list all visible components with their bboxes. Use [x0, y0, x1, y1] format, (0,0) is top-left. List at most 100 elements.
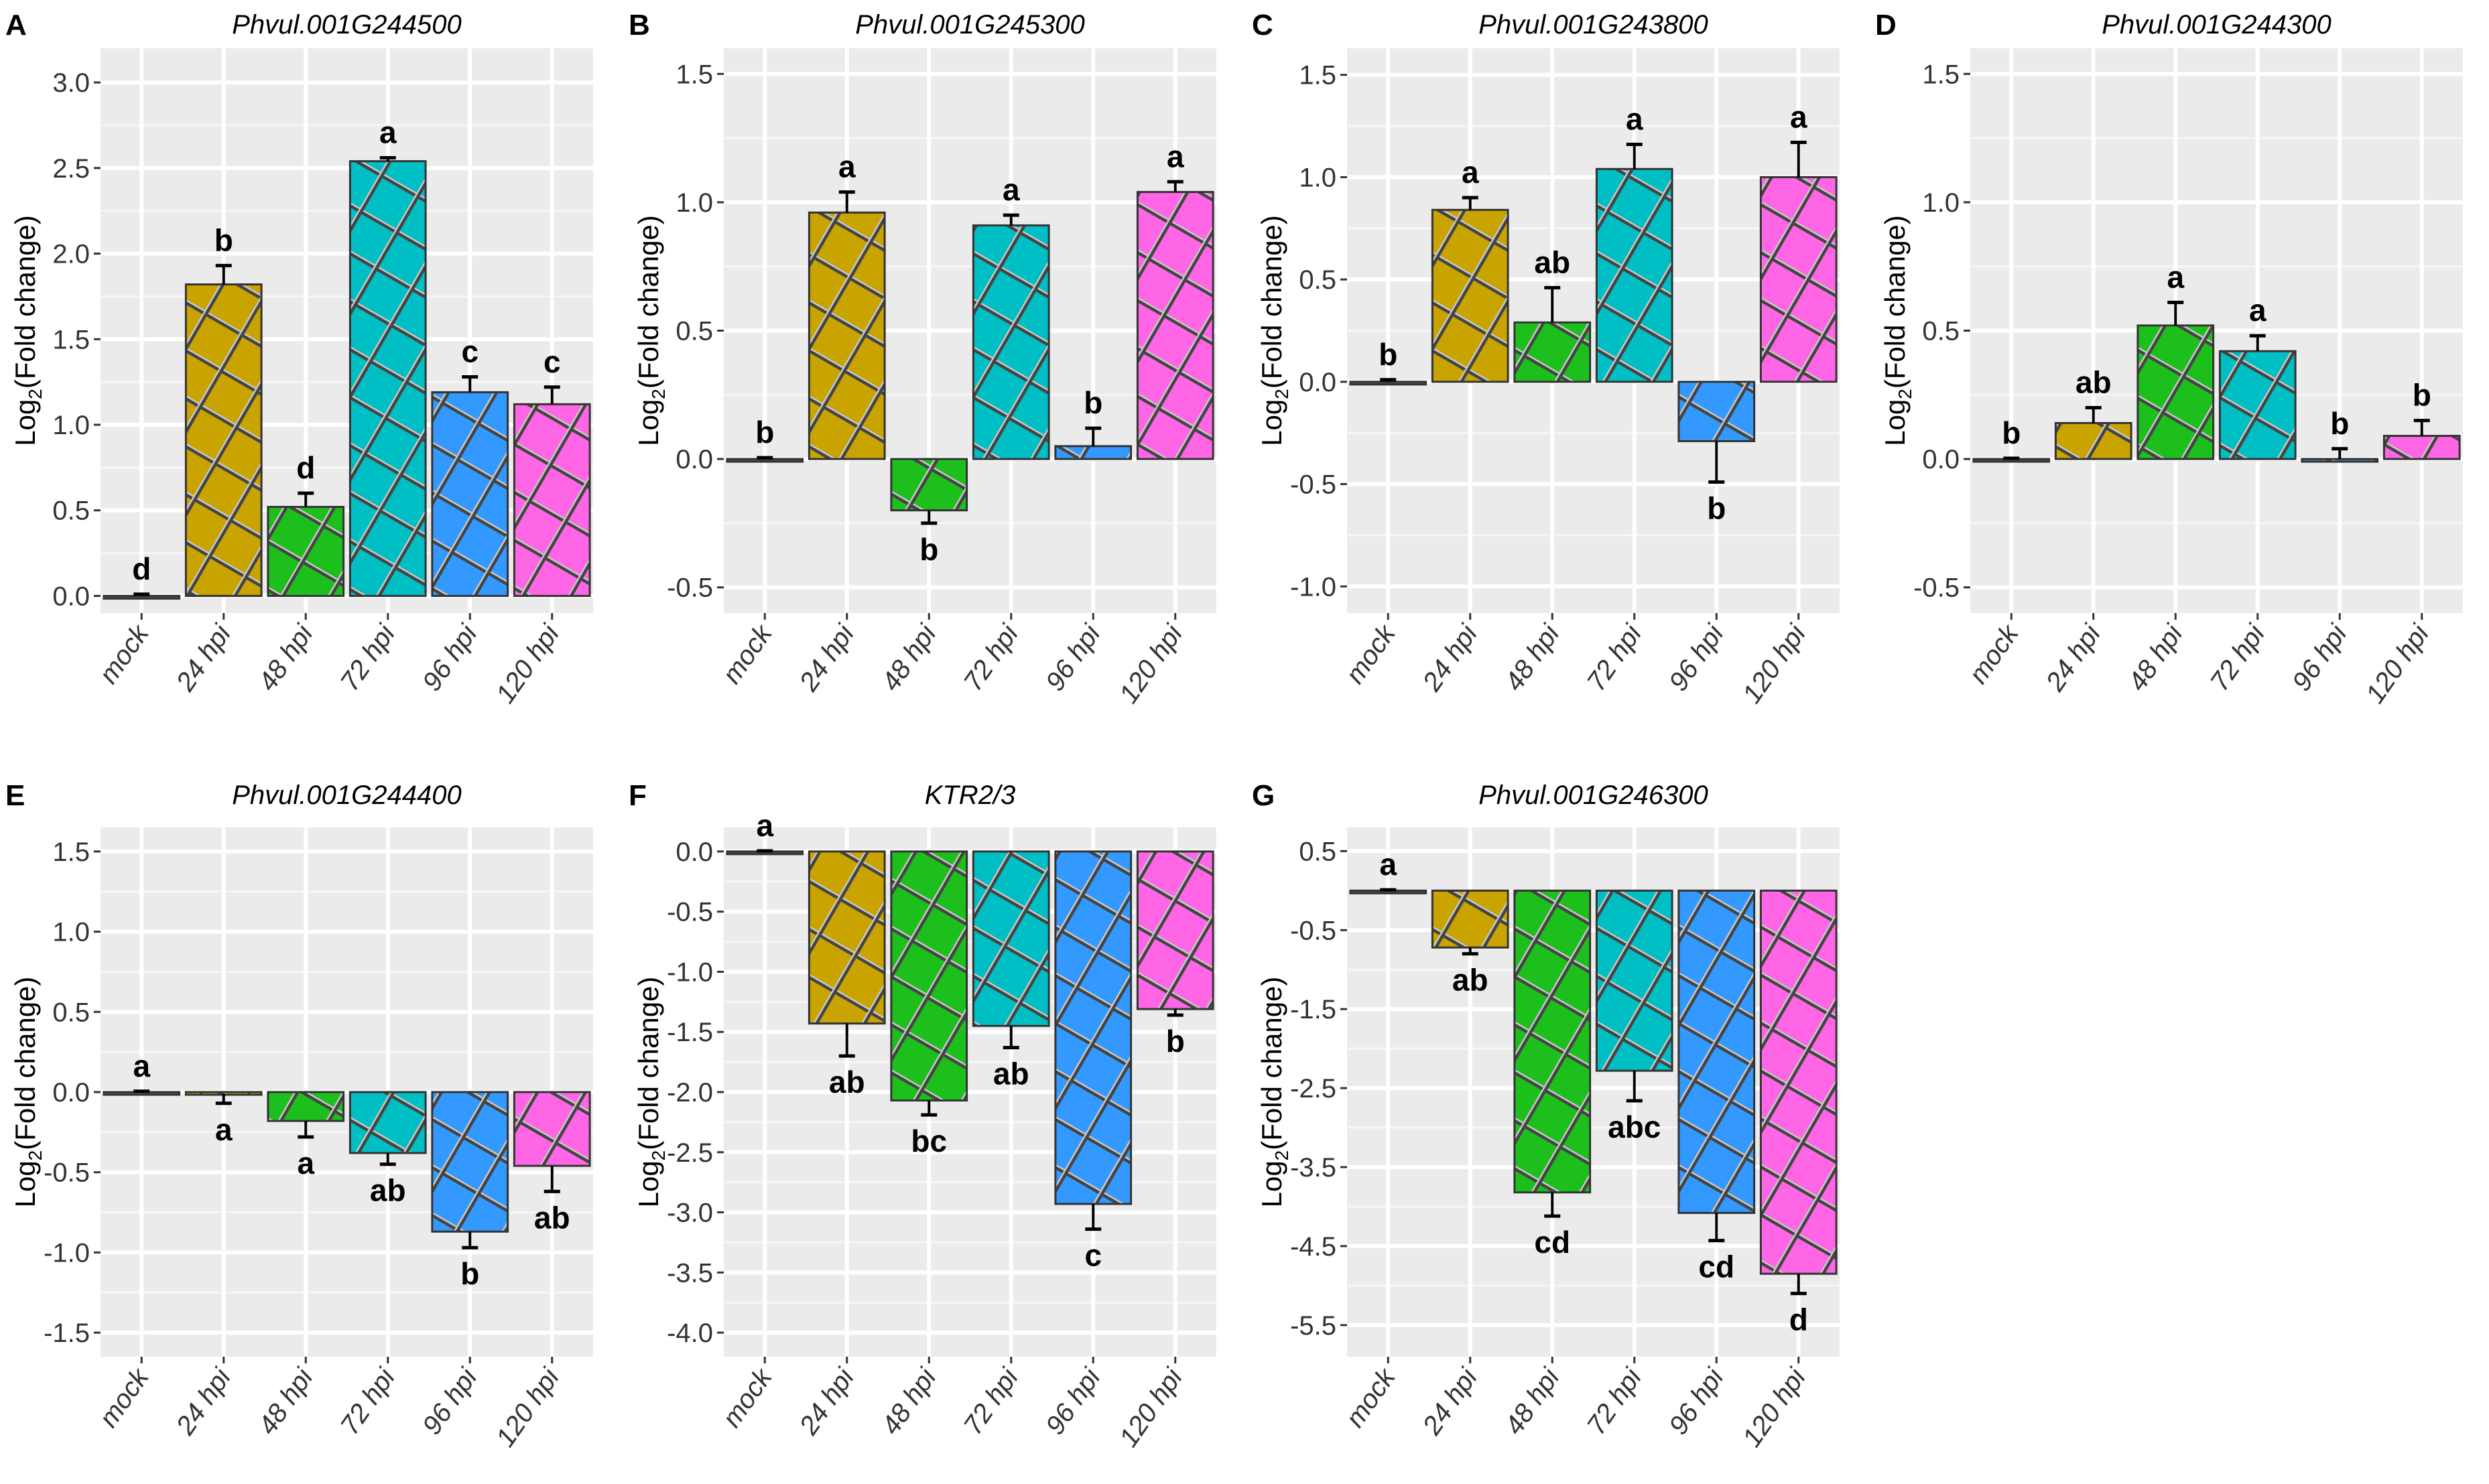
significance-letter: cd — [1534, 1225, 1570, 1260]
bar-mock — [103, 594, 181, 600]
x-tick-label: 120 hpi — [1114, 619, 1189, 709]
bar-72-hpi — [348, 1091, 427, 1154]
x-tick-label: 72 hpi — [958, 1363, 1025, 1440]
chart-title: KTR2/3 — [925, 781, 1016, 810]
significance-letter: ab — [2076, 364, 2112, 399]
x-tick-label: 96 hpi — [1663, 619, 1730, 696]
bar-48-hpi — [890, 850, 968, 1102]
panel-c: C Phvul.001G243800 -1.0 -0.5 0.0 0.5 1.0 1.5 Log… — [1247, 0, 1856, 710]
y-axis-label: Log2(Fold change) — [9, 215, 46, 446]
bar-72-hpi — [1595, 889, 1673, 1072]
significance-letter: d — [132, 551, 151, 586]
bar-48-hpi — [267, 506, 345, 597]
y-tick-label: -1.0 — [1290, 572, 1336, 602]
significance-letter: b — [2330, 406, 2349, 441]
y-tick-label: 0.5 — [1922, 317, 1960, 346]
y-tick-label: -0.5 — [1290, 916, 1336, 945]
x-tick-label: mock — [1340, 1362, 1402, 1432]
y-tick-label: 0.5 — [676, 317, 713, 346]
bar-96-hpi — [431, 1091, 509, 1233]
panel-g: G Phvul.001G246300 -5.5 -4.5 -3.5 -2.5 -1.5 -0.… — [1247, 770, 1856, 1481]
significance-letter: b — [1379, 337, 1397, 372]
y-tick-label: 1.5 — [52, 837, 90, 867]
significance-letter: ab — [1534, 245, 1570, 279]
x-tick-label: 96 hpi — [1663, 1363, 1730, 1440]
bar-24-hpi — [808, 850, 886, 1025]
significance-letter: a — [133, 1049, 150, 1083]
chart-title: Phvul.001G244300 — [2102, 10, 2332, 40]
panel-b: B Phvul.001G245300 -0.5 0.0 0.5 1.0 1.5 Log2(Fo… — [623, 0, 1233, 710]
y-axis-label: Log2(Fold change) — [1256, 215, 1292, 446]
significance-letter: a — [1790, 100, 1807, 135]
x-tick-label: 72 hpi — [335, 619, 401, 696]
plot-background — [1347, 827, 1840, 1357]
panel-e: E Phvul.001G244400 -1.5 -1.0 -0.5 0.0 0.5 1.0 1.… — [0, 770, 610, 1481]
x-tick-label: 72 hpi — [335, 1363, 401, 1440]
panel-label: C — [1252, 9, 1273, 42]
bar-96-hpi — [1677, 889, 1756, 1214]
x-tick-label: mock — [94, 1362, 155, 1432]
x-tick-label: 24 hpi — [793, 1363, 860, 1440]
y-tick-label: -3.0 — [667, 1199, 713, 1228]
significance-letter: b — [460, 1256, 479, 1291]
significance-letter: a — [297, 1146, 314, 1181]
significance-letter: a — [756, 808, 773, 843]
x-tick-label: mock — [717, 618, 779, 689]
chart-title: Phvul.001G246300 — [1478, 781, 1708, 810]
y-tick-label: 0.5 — [1299, 265, 1336, 295]
bar-96-hpi — [1054, 445, 1133, 460]
y-tick-label: 0.5 — [52, 496, 90, 526]
significance-letter: b — [1707, 491, 1726, 526]
y-tick-label: 0.0 — [676, 445, 713, 474]
y-tick-label: -1.5 — [1290, 995, 1336, 1024]
y-tick-label: -2.5 — [667, 1138, 713, 1168]
y-tick-label: -1.0 — [44, 1238, 90, 1268]
y-tick-label: -3.5 — [667, 1258, 713, 1288]
y-tick-label: 1.5 — [676, 60, 713, 89]
bar-96-hpi — [1054, 850, 1133, 1205]
panel-label: F — [629, 779, 647, 812]
panel-a: A Phvul.001G244500 0.0 0.5 1.0 1.5 2.0 2.5 3.0 Lo… — [0, 0, 610, 710]
x-tick-label: 120 hpi — [1114, 1363, 1189, 1453]
y-axis-label: Log2(Fold change) — [9, 977, 46, 1208]
panel-label: A — [5, 9, 27, 42]
chart-e: E Phvul.001G244400 -1.5 -1.0 -0.5 0.0 0.5 1.0 1.… — [5, 779, 593, 1453]
x-tick-label: 48 hpi — [876, 619, 942, 696]
bar-72-hpi — [972, 224, 1050, 460]
y-tick-label: 0.5 — [52, 998, 90, 1027]
bar-48-hpi — [267, 1091, 345, 1122]
y-tick-label: 0.0 — [1922, 445, 1960, 474]
y-tick-label: 0.0 — [1299, 368, 1336, 397]
chart-d: D Phvul.001G244300 -0.5 0.0 0.5 1.0 1.5 Log2(Fo… — [1875, 9, 2463, 709]
chart-title: Phvul.001G244500 — [232, 10, 462, 40]
bar-72-hpi — [1595, 167, 1673, 383]
x-tick-label: 48 hpi — [253, 1363, 319, 1440]
chart-c: C Phvul.001G243800 -1.0 -0.5 0.0 0.5 1.0 1.5 Log… — [1252, 9, 1840, 709]
significance-letter: ab — [1452, 963, 1488, 998]
x-tick-label: 48 hpi — [876, 1363, 942, 1440]
significance-letter: b — [755, 415, 774, 450]
significance-letter: a — [838, 149, 856, 184]
y-tick-label: -1.0 — [667, 957, 713, 987]
y-tick-label: 0.0 — [52, 582, 90, 611]
bar-48-hpi — [890, 458, 968, 512]
bar-72-hpi — [348, 160, 427, 597]
bar-24-hpi — [2054, 421, 2132, 460]
significance-letter: b — [1166, 1024, 1185, 1059]
y-tick-label: -4.0 — [667, 1319, 713, 1348]
x-tick-label: 72 hpi — [2205, 619, 2271, 696]
bar-120-hpi — [1759, 889, 1838, 1275]
x-tick-label: 120 hpi — [491, 619, 566, 709]
y-tick-label: 1.0 — [52, 411, 90, 440]
x-tick-label: 120 hpi — [491, 1363, 566, 1453]
significance-letter: c — [544, 344, 561, 379]
y-tick-label: -2.5 — [1290, 1074, 1336, 1103]
y-tick-label: -4.5 — [1290, 1232, 1336, 1262]
y-tick-label: -0.5 — [1290, 470, 1336, 500]
x-tick-label: 72 hpi — [958, 619, 1025, 696]
significance-letter: b — [1084, 385, 1102, 420]
x-tick-label: mock — [1340, 618, 1402, 689]
x-tick-label: 120 hpi — [1737, 619, 1812, 709]
significance-letter: ab — [829, 1065, 865, 1099]
panel-f: F KTR2/3 -4.0 -3.5 -3.0 -2.5 -2.0 -1.5 -1.0 -0.5 0… — [623, 770, 1233, 1481]
